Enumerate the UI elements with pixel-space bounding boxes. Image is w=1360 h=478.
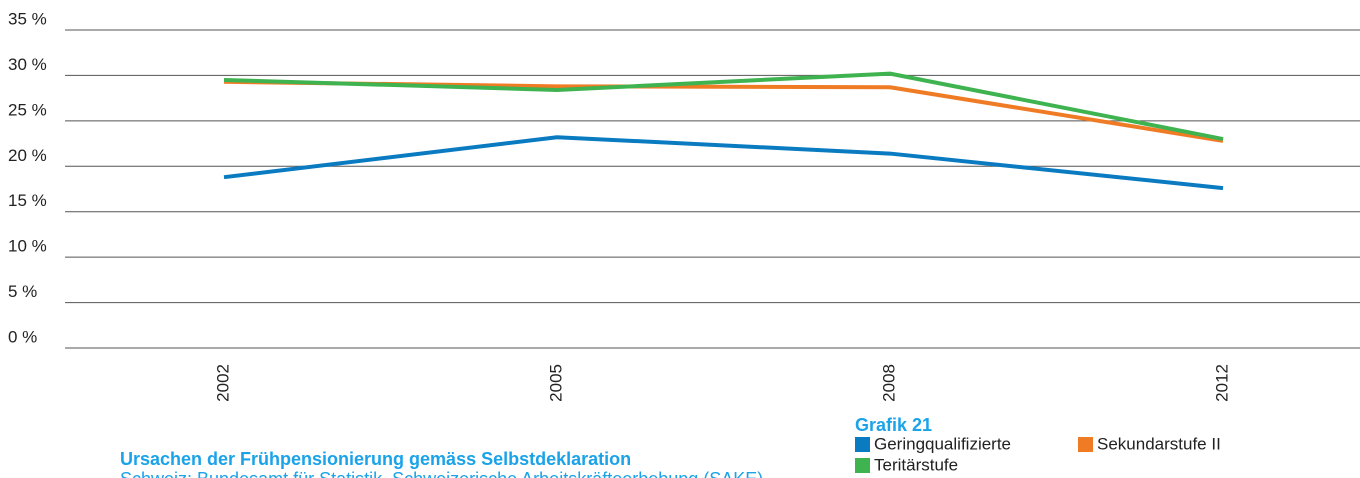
- y-tick-label: 0 %: [8, 327, 37, 346]
- y-tick-label: 10 %: [8, 237, 47, 256]
- y-tick-label: 35 %: [8, 9, 47, 28]
- chart-title: Ursachen der Frühpensionierung gemäss Se…: [120, 449, 631, 469]
- legend-swatch: [855, 437, 870, 452]
- x-tick-label: 2008: [879, 364, 898, 402]
- y-tick-label: 25 %: [8, 100, 47, 119]
- x-tick-label: 2005: [546, 364, 565, 402]
- x-tick-label: 2012: [1212, 364, 1231, 402]
- line-series: [223, 71, 1224, 141]
- chart-subtitle: Schweiz: Bundesamt für Statistik, Schwei…: [120, 469, 763, 478]
- y-tick-label: 5 %: [8, 282, 37, 301]
- legend-swatch: [1078, 437, 1093, 452]
- x-tick-label: 2002: [213, 364, 232, 402]
- legend-label: Geringqualifizierte: [874, 434, 1011, 453]
- y-tick-label: 20 %: [8, 146, 47, 165]
- legend-label: Teritärstufe: [874, 455, 958, 474]
- y-tick-label: 30 %: [8, 55, 47, 74]
- y-tick-label: 15 %: [8, 191, 47, 210]
- legend-swatch: [855, 458, 870, 473]
- line-series: [223, 135, 1224, 191]
- legend-label: Sekundarstufe II: [1097, 434, 1221, 453]
- chart-heading: Grafik 21: [855, 415, 932, 435]
